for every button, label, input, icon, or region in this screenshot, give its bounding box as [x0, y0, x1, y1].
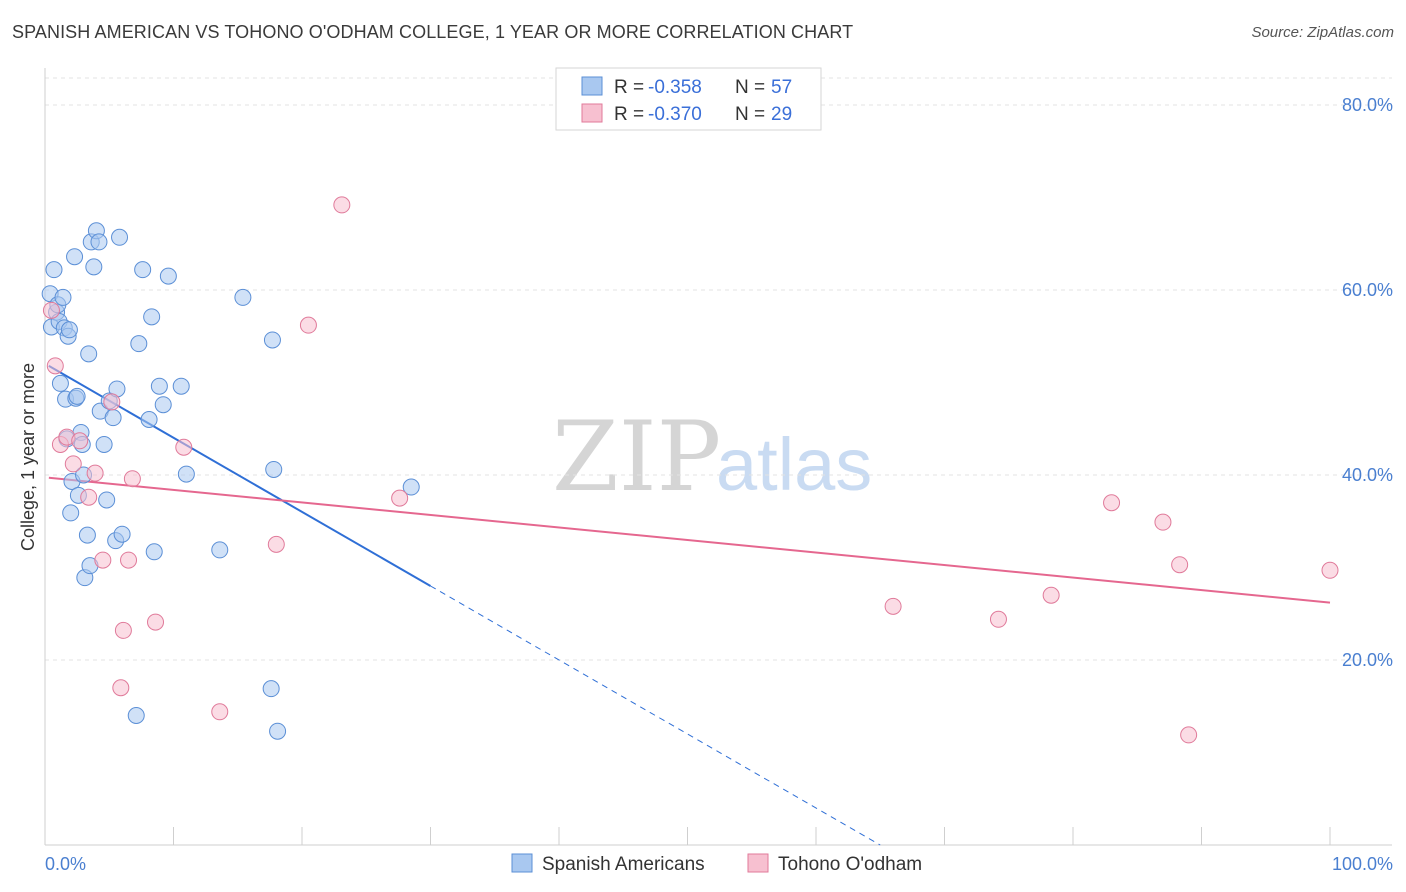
legend-n-label: N = [735, 77, 765, 98]
data-point [103, 393, 121, 411]
data-point [85, 258, 103, 276]
data-point [130, 335, 148, 353]
data-point [884, 597, 902, 615]
data-point [267, 535, 285, 553]
watermark: ZIP atlas [552, 401, 872, 513]
bottom-legend-label-tohono: Tohono O'odham [778, 854, 922, 875]
data-point [90, 233, 108, 251]
legend-n-label: N = [735, 104, 765, 125]
legend-box: R = -0.358 N = 57 R = -0.370 N = 29 [555, 67, 822, 131]
data-point [145, 543, 163, 561]
data-point [1171, 556, 1189, 574]
bottom-legend-swatch-spanish [511, 853, 533, 873]
chart-title: SPANISH AMERICAN VS TOHONO O'ODHAM COLLE… [12, 22, 854, 42]
data-point [94, 551, 112, 569]
tick-labels: 20.0% 40.0% 60.0% 80.0% 0.0% 100.0% [45, 95, 1393, 874]
data-points [41, 196, 1339, 744]
data-point [262, 680, 280, 698]
data-point [111, 228, 129, 246]
data-point [95, 435, 113, 453]
data-point [64, 455, 82, 473]
data-point [211, 703, 229, 721]
data-point [134, 261, 152, 279]
data-point [1180, 726, 1198, 744]
data-point [42, 301, 60, 319]
source-label: Source: ZipAtlas.com [1251, 24, 1394, 41]
data-point [175, 438, 193, 456]
data-point [1321, 561, 1339, 579]
data-point [299, 316, 317, 334]
data-point [333, 196, 351, 214]
data-point [211, 541, 229, 559]
data-point [62, 504, 80, 522]
data-point [46, 357, 64, 375]
data-point [123, 470, 141, 488]
data-point [86, 464, 104, 482]
bottom-legend-swatch-tohono [747, 853, 769, 873]
data-point [71, 432, 89, 450]
data-point [402, 478, 420, 496]
data-point [140, 411, 158, 428]
data-point [78, 526, 96, 544]
data-point [98, 491, 116, 509]
data-point [1103, 494, 1121, 512]
bottom-legend: Spanish Americans Tohono O'odham [511, 853, 922, 875]
bottom-legend-label-spanish: Spanish Americans [542, 854, 705, 875]
legend-n-value: 29 [771, 104, 792, 125]
data-point [147, 613, 165, 631]
data-point [269, 722, 287, 740]
data-point [391, 489, 409, 507]
data-point [45, 261, 63, 279]
x-tick-label: 100.0% [1332, 854, 1393, 874]
data-point [113, 525, 131, 543]
data-point [1042, 586, 1060, 604]
y-axis-title: College, 1 year or more [18, 363, 38, 551]
data-point [159, 267, 177, 285]
data-point [104, 409, 122, 427]
data-point [127, 707, 145, 724]
data-point [54, 288, 72, 306]
data-point [60, 321, 78, 339]
trend-line [48, 476, 1331, 604]
legend-r-label: R = [614, 104, 644, 125]
trend-line-extension [430, 585, 881, 846]
data-point [1154, 513, 1172, 531]
data-point [143, 308, 161, 326]
data-point [112, 679, 130, 697]
data-point [177, 465, 195, 483]
data-point [80, 488, 98, 506]
axes [44, 68, 1392, 846]
data-point [66, 248, 84, 266]
y-tick-label: 60.0% [1342, 280, 1393, 300]
y-tick-label: 40.0% [1342, 465, 1393, 485]
legend-swatch-spanish [581, 76, 603, 96]
watermark-zip: ZIP [552, 401, 721, 513]
legend-swatch-tohono [581, 103, 603, 123]
y-tick-label: 20.0% [1342, 650, 1393, 670]
data-point [114, 621, 132, 639]
data-point [234, 288, 252, 306]
gridlines [45, 77, 1392, 661]
data-point [154, 396, 172, 414]
data-point [172, 377, 190, 395]
data-point [150, 377, 168, 395]
x-tick-label: 0.0% [45, 854, 86, 874]
data-point [265, 460, 283, 478]
data-point [80, 345, 98, 363]
data-point [263, 331, 281, 349]
data-point [68, 387, 86, 405]
y-tick-label: 80.0% [1342, 95, 1393, 115]
data-point [51, 374, 69, 392]
data-point [120, 551, 138, 569]
data-point [989, 610, 1007, 628]
legend-r-value: -0.358 [648, 77, 702, 98]
legend-r-value: -0.370 [648, 104, 702, 125]
watermark-atlas: atlas [716, 423, 872, 506]
legend-n-value: 57 [771, 77, 792, 98]
legend-r-label: R = [614, 77, 644, 98]
